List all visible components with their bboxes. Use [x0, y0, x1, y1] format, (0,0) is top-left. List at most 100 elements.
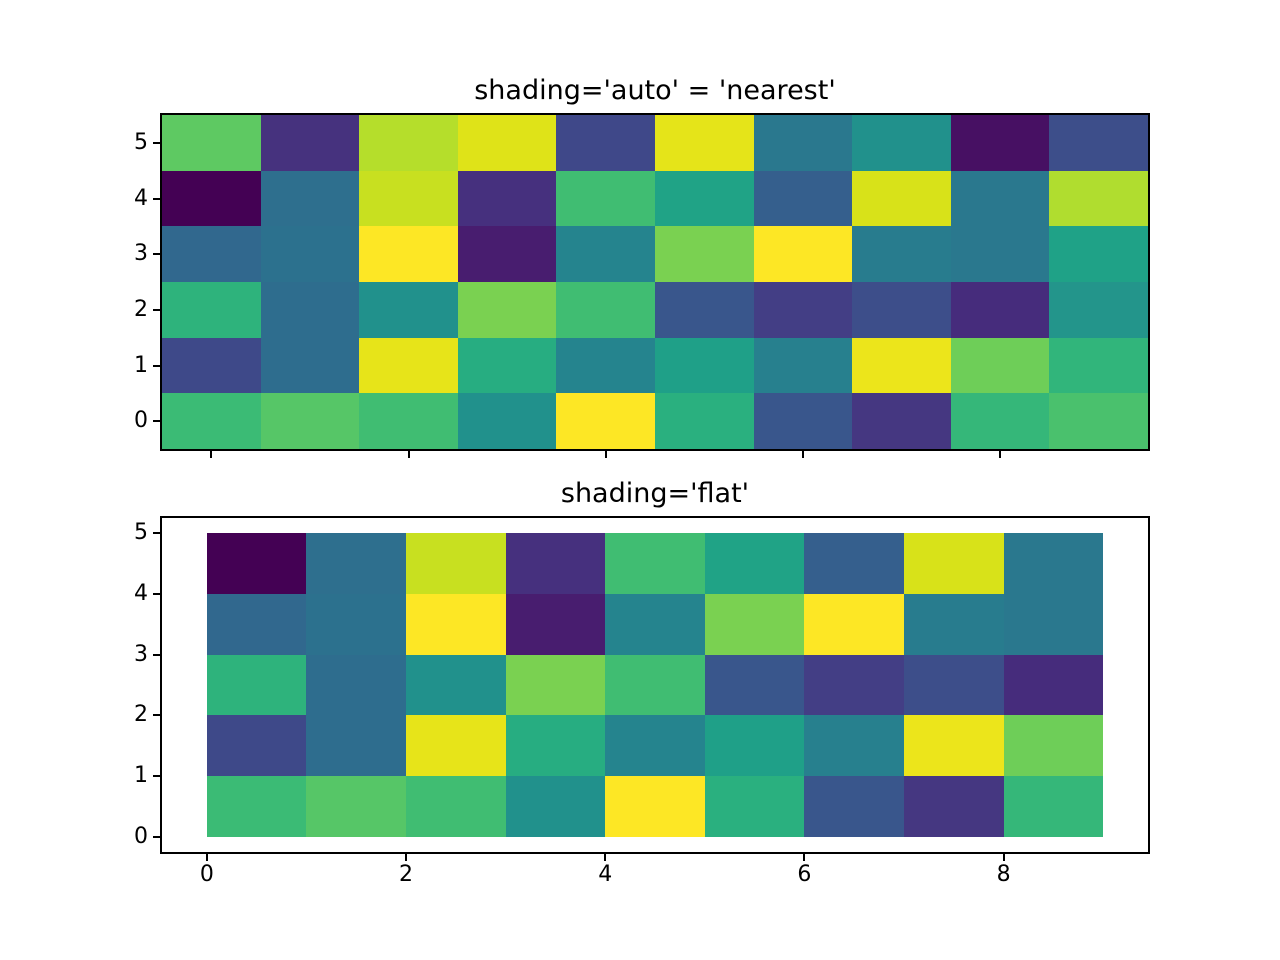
- heatmap-cell: [406, 533, 506, 594]
- heatmap-cell: [556, 282, 655, 338]
- y-tick-label: 4: [134, 580, 148, 606]
- heatmap-cell: [903, 533, 1004, 594]
- heatmap-cell: [260, 170, 360, 227]
- heatmap-cell: [654, 282, 754, 338]
- heatmap-cell: [260, 337, 360, 394]
- heatmap-cell: [605, 593, 705, 655]
- heatmap-cell: [753, 115, 853, 171]
- heatmap-cell: [852, 226, 951, 282]
- heatmap-cell: [753, 393, 853, 449]
- heatmap-cell: [654, 115, 754, 171]
- x-tick-mark: [999, 449, 1002, 458]
- heatmap-cell: [1049, 337, 1148, 394]
- heatmap-cell: [306, 776, 406, 837]
- heatmap-cell: [753, 282, 853, 338]
- heatmap-cell: [704, 533, 805, 594]
- heatmap-cell: [457, 115, 557, 171]
- heatmap-mesh-nearest: [162, 115, 1148, 449]
- x-tick-mark: [407, 449, 410, 458]
- heatmap-cell: [556, 170, 655, 227]
- heatmap-cell: [704, 715, 805, 777]
- y-tick-mark: [153, 308, 162, 311]
- heatmap-cell: [1049, 226, 1148, 282]
- x-tick-mark: [801, 449, 804, 458]
- heatmap-cell: [950, 393, 1050, 449]
- y-tick-label: 2: [134, 702, 148, 728]
- heatmap-cell: [206, 654, 307, 716]
- x-tick-mark: [205, 852, 208, 861]
- heatmap-cell: [359, 115, 458, 171]
- y-tick-label: 3: [134, 241, 148, 267]
- heatmap-cell: [1003, 654, 1104, 716]
- y-tick-label: 1: [134, 763, 148, 789]
- heatmap-cell: [457, 393, 557, 449]
- x-tick-mark: [405, 852, 407, 861]
- heatmap-cell: [903, 654, 1004, 716]
- heatmap-cell: [556, 226, 655, 282]
- x-tick-mark: [1002, 852, 1005, 861]
- x-tick-mark: [604, 852, 607, 861]
- heatmap-cell: [162, 282, 261, 338]
- x-tick-mark: [803, 852, 806, 861]
- heatmap-cell: [359, 170, 458, 227]
- heatmap-cell: [753, 170, 853, 227]
- heatmap-cell: [605, 654, 705, 716]
- heatmap-cell: [359, 337, 458, 394]
- heatmap-cell: [457, 226, 557, 282]
- y-tick-mark: [153, 835, 162, 838]
- y-tick-label: 5: [134, 129, 148, 155]
- y-tick-mark: [153, 714, 162, 717]
- heatmap-cell: [605, 776, 705, 837]
- heatmap-cell: [306, 715, 406, 777]
- heatmap-cell: [406, 654, 506, 716]
- heatmap-cell: [704, 654, 805, 716]
- heatmap-cell: [1049, 393, 1148, 449]
- x-tick-label: 4: [598, 862, 613, 887]
- heatmap-cell: [1003, 533, 1104, 594]
- heatmap-cell: [505, 533, 606, 594]
- heatmap-cell: [260, 282, 360, 338]
- heatmap-cell: [359, 226, 458, 282]
- heatmap-cell: [950, 337, 1050, 394]
- heatmap-cell: [704, 593, 805, 655]
- heatmap-cell: [505, 715, 606, 777]
- y-tick-label: 4: [134, 185, 148, 211]
- heatmap-cell: [260, 115, 360, 171]
- heatmap-cell: [162, 337, 261, 394]
- heatmap-cell: [654, 226, 754, 282]
- heatmap-cell: [306, 533, 406, 594]
- heatmap-cell: [1049, 170, 1148, 227]
- heatmap-cell: [556, 337, 655, 394]
- heatmap-cell: [206, 533, 307, 594]
- heatmap-cell: [950, 170, 1050, 227]
- heatmap-cell: [505, 654, 606, 716]
- heatmap-cell: [162, 170, 261, 227]
- y-tick-label: 0: [134, 408, 148, 434]
- heatmap-cell: [505, 593, 606, 655]
- heatmap-cell: [654, 337, 754, 394]
- x-tick-label: 8: [996, 862, 1011, 887]
- heatmap-cell: [903, 715, 1004, 777]
- heatmap-cell: [162, 226, 261, 282]
- y-tick-mark: [153, 653, 162, 656]
- x-tick-mark: [210, 449, 213, 458]
- heatmap-cell: [950, 282, 1050, 338]
- y-tick-label: 5: [134, 520, 148, 546]
- heatmap-cell: [804, 654, 904, 716]
- y-tick-mark: [153, 775, 162, 778]
- heatmap-cell: [852, 115, 951, 171]
- heatmap-cell: [654, 393, 754, 449]
- heatmap-cell: [753, 226, 853, 282]
- heatmap-cell: [1003, 776, 1104, 837]
- axes-flat: shading='flat' 0 2 4 6 8 0 1 2 3 4 5: [134, 479, 1150, 886]
- heatmap-cell: [605, 715, 705, 777]
- heatmap-cell: [406, 593, 506, 655]
- y-tick-mark: [153, 141, 162, 144]
- heatmap-cell: [206, 776, 307, 837]
- y-tick-mark: [153, 197, 162, 200]
- y-tick-mark: [153, 592, 162, 595]
- heatmap-cell: [406, 776, 506, 837]
- heatmap-cell: [852, 282, 951, 338]
- heatmap-cell: [654, 170, 754, 227]
